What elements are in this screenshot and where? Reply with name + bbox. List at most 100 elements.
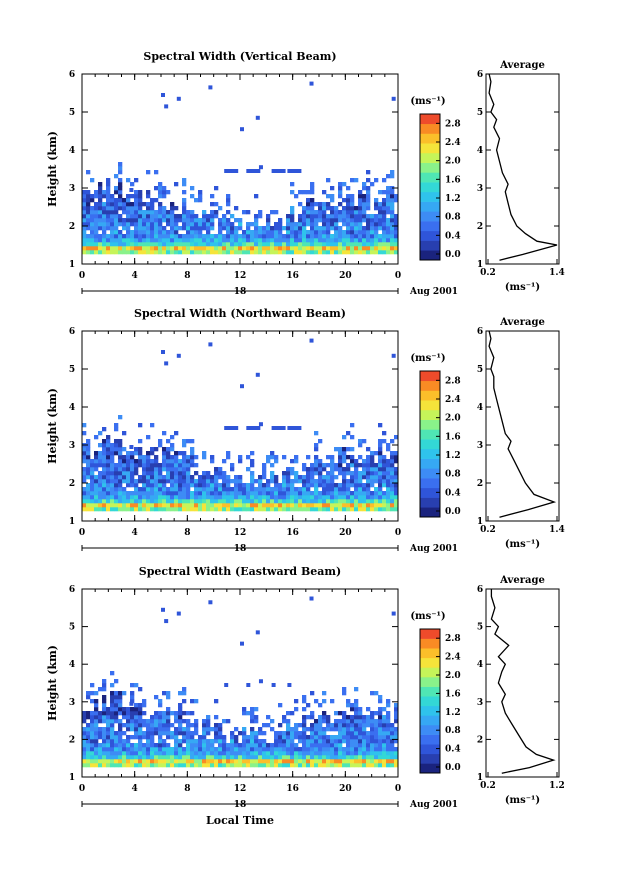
- heatmap-cell: [182, 759, 187, 764]
- heatmap-cell: [306, 703, 311, 708]
- heatmap-cell: [166, 695, 171, 700]
- heatmap-cell: [354, 723, 359, 728]
- heatmap-cell: [326, 475, 331, 480]
- heatmap-cell: [350, 751, 355, 756]
- heatmap-cell: [130, 238, 135, 243]
- heatmap-cell: [298, 230, 303, 235]
- heatmap-cell: [286, 479, 291, 484]
- heatmap-cell: [302, 503, 307, 508]
- heatmap-cell: [298, 503, 303, 508]
- heatmap-cell: [282, 759, 287, 764]
- heatmap-cell: [382, 246, 387, 251]
- heatmap-cell: [154, 711, 159, 716]
- heatmap-cell: [314, 507, 319, 512]
- heatmap-cell: [342, 242, 347, 247]
- heatmap-cell: [342, 487, 347, 492]
- heatmap-cell: [90, 475, 95, 480]
- heatmap-cell: [338, 723, 343, 728]
- heatmap-cell: [90, 723, 95, 728]
- heatmap-cell: [166, 723, 171, 728]
- heatmap-cell: [90, 230, 95, 235]
- heatmap-cell: [126, 238, 131, 243]
- heatmap-cell: [310, 759, 315, 764]
- heatmap-cell: [314, 763, 319, 768]
- heatmap-cell: [378, 467, 383, 472]
- heatmap-cell: [366, 222, 371, 227]
- heatmap-cell: [138, 439, 143, 444]
- heatmap-cell: [382, 459, 387, 464]
- heatmap-cell: [290, 206, 295, 211]
- heatmap-cell: [206, 230, 211, 235]
- heatmap-cell: [318, 234, 323, 239]
- heatmap-cell: [122, 723, 127, 728]
- heatmap-cell: [370, 747, 375, 752]
- heatmap-cell: [114, 222, 119, 227]
- heatmap-cell: [330, 699, 335, 704]
- heatmap-cell: [394, 703, 399, 708]
- heatmap-cell: [206, 218, 211, 223]
- heatmap-cell: [126, 743, 131, 748]
- heatmap-cell: [98, 711, 103, 716]
- heatmap-cell: [158, 727, 163, 732]
- heatmap-cell: [94, 238, 99, 243]
- heatmap-cell: [326, 483, 331, 488]
- heatmap-cell: [390, 234, 395, 239]
- heatmap-cell: [224, 683, 229, 687]
- heatmap-cell: [98, 495, 103, 500]
- heatmap-cell: [114, 475, 119, 480]
- heatmap-cell: [310, 242, 315, 247]
- profile-frame: [485, 73, 560, 265]
- heatmap-cell: [98, 226, 103, 231]
- heatmap-cell: [122, 499, 127, 504]
- heatmap-cell: [206, 487, 211, 492]
- heatmap-cell: [206, 246, 211, 251]
- heatmap-cell: [86, 455, 91, 460]
- heatmap-cell: [386, 751, 391, 756]
- heatmap-cell: [90, 194, 95, 199]
- heatmap-cell: [210, 499, 215, 504]
- heatmap-cell: [298, 731, 303, 736]
- heatmap-cell: [286, 727, 291, 732]
- heatmap-cell: [362, 499, 367, 504]
- heatmap-cell: [142, 471, 147, 476]
- heatmap-cell: [186, 238, 191, 243]
- heatmap-cell: [262, 487, 267, 492]
- heatmap-cell: [306, 743, 311, 748]
- heatmap-cell: [302, 735, 307, 740]
- heatmap-cell: [122, 707, 127, 712]
- heatmap-cell: [214, 487, 219, 492]
- heatmap-cell: [190, 735, 195, 740]
- heatmap-cell: [310, 463, 315, 468]
- heatmap-cell: [342, 483, 347, 488]
- heatmap-cell: [142, 495, 147, 500]
- heatmap-cell: [142, 222, 147, 227]
- heatmap-cell: [182, 214, 187, 219]
- heatmap-cell: [374, 234, 379, 239]
- heatmap-cell: [222, 250, 227, 255]
- colorbar-swatch: [420, 201, 440, 212]
- heatmap-cell: [190, 250, 195, 255]
- heatmap-cell: [154, 507, 159, 512]
- heatmap-cell: [290, 495, 295, 500]
- heatmap-cell: [242, 483, 247, 488]
- heatmap-cell: [310, 479, 315, 484]
- colorbar-swatch: [420, 182, 440, 193]
- heatmap-cell: [138, 495, 143, 500]
- heatmap-cell: [166, 467, 171, 472]
- profile-y-tick-label: 5: [477, 365, 483, 375]
- heatmap-cell: [242, 751, 247, 756]
- heatmap-cell: [208, 600, 213, 605]
- heatmap-cell: [218, 234, 223, 239]
- heatmap-cell: [302, 715, 307, 720]
- heatmap-cell: [390, 242, 395, 247]
- heatmap-cell: [294, 495, 299, 500]
- heatmap-cell: [350, 483, 355, 488]
- heatmap-cell: [226, 507, 231, 512]
- heatmap-cell: [394, 234, 399, 239]
- heatmap-cell: [342, 723, 347, 728]
- heatmap-cell: [210, 218, 215, 223]
- heatmap-cell: [322, 503, 327, 508]
- heatmap-cell: [162, 723, 167, 728]
- heatmap-cell: [214, 723, 219, 728]
- colorbar-tick-label: 0.0: [445, 507, 461, 517]
